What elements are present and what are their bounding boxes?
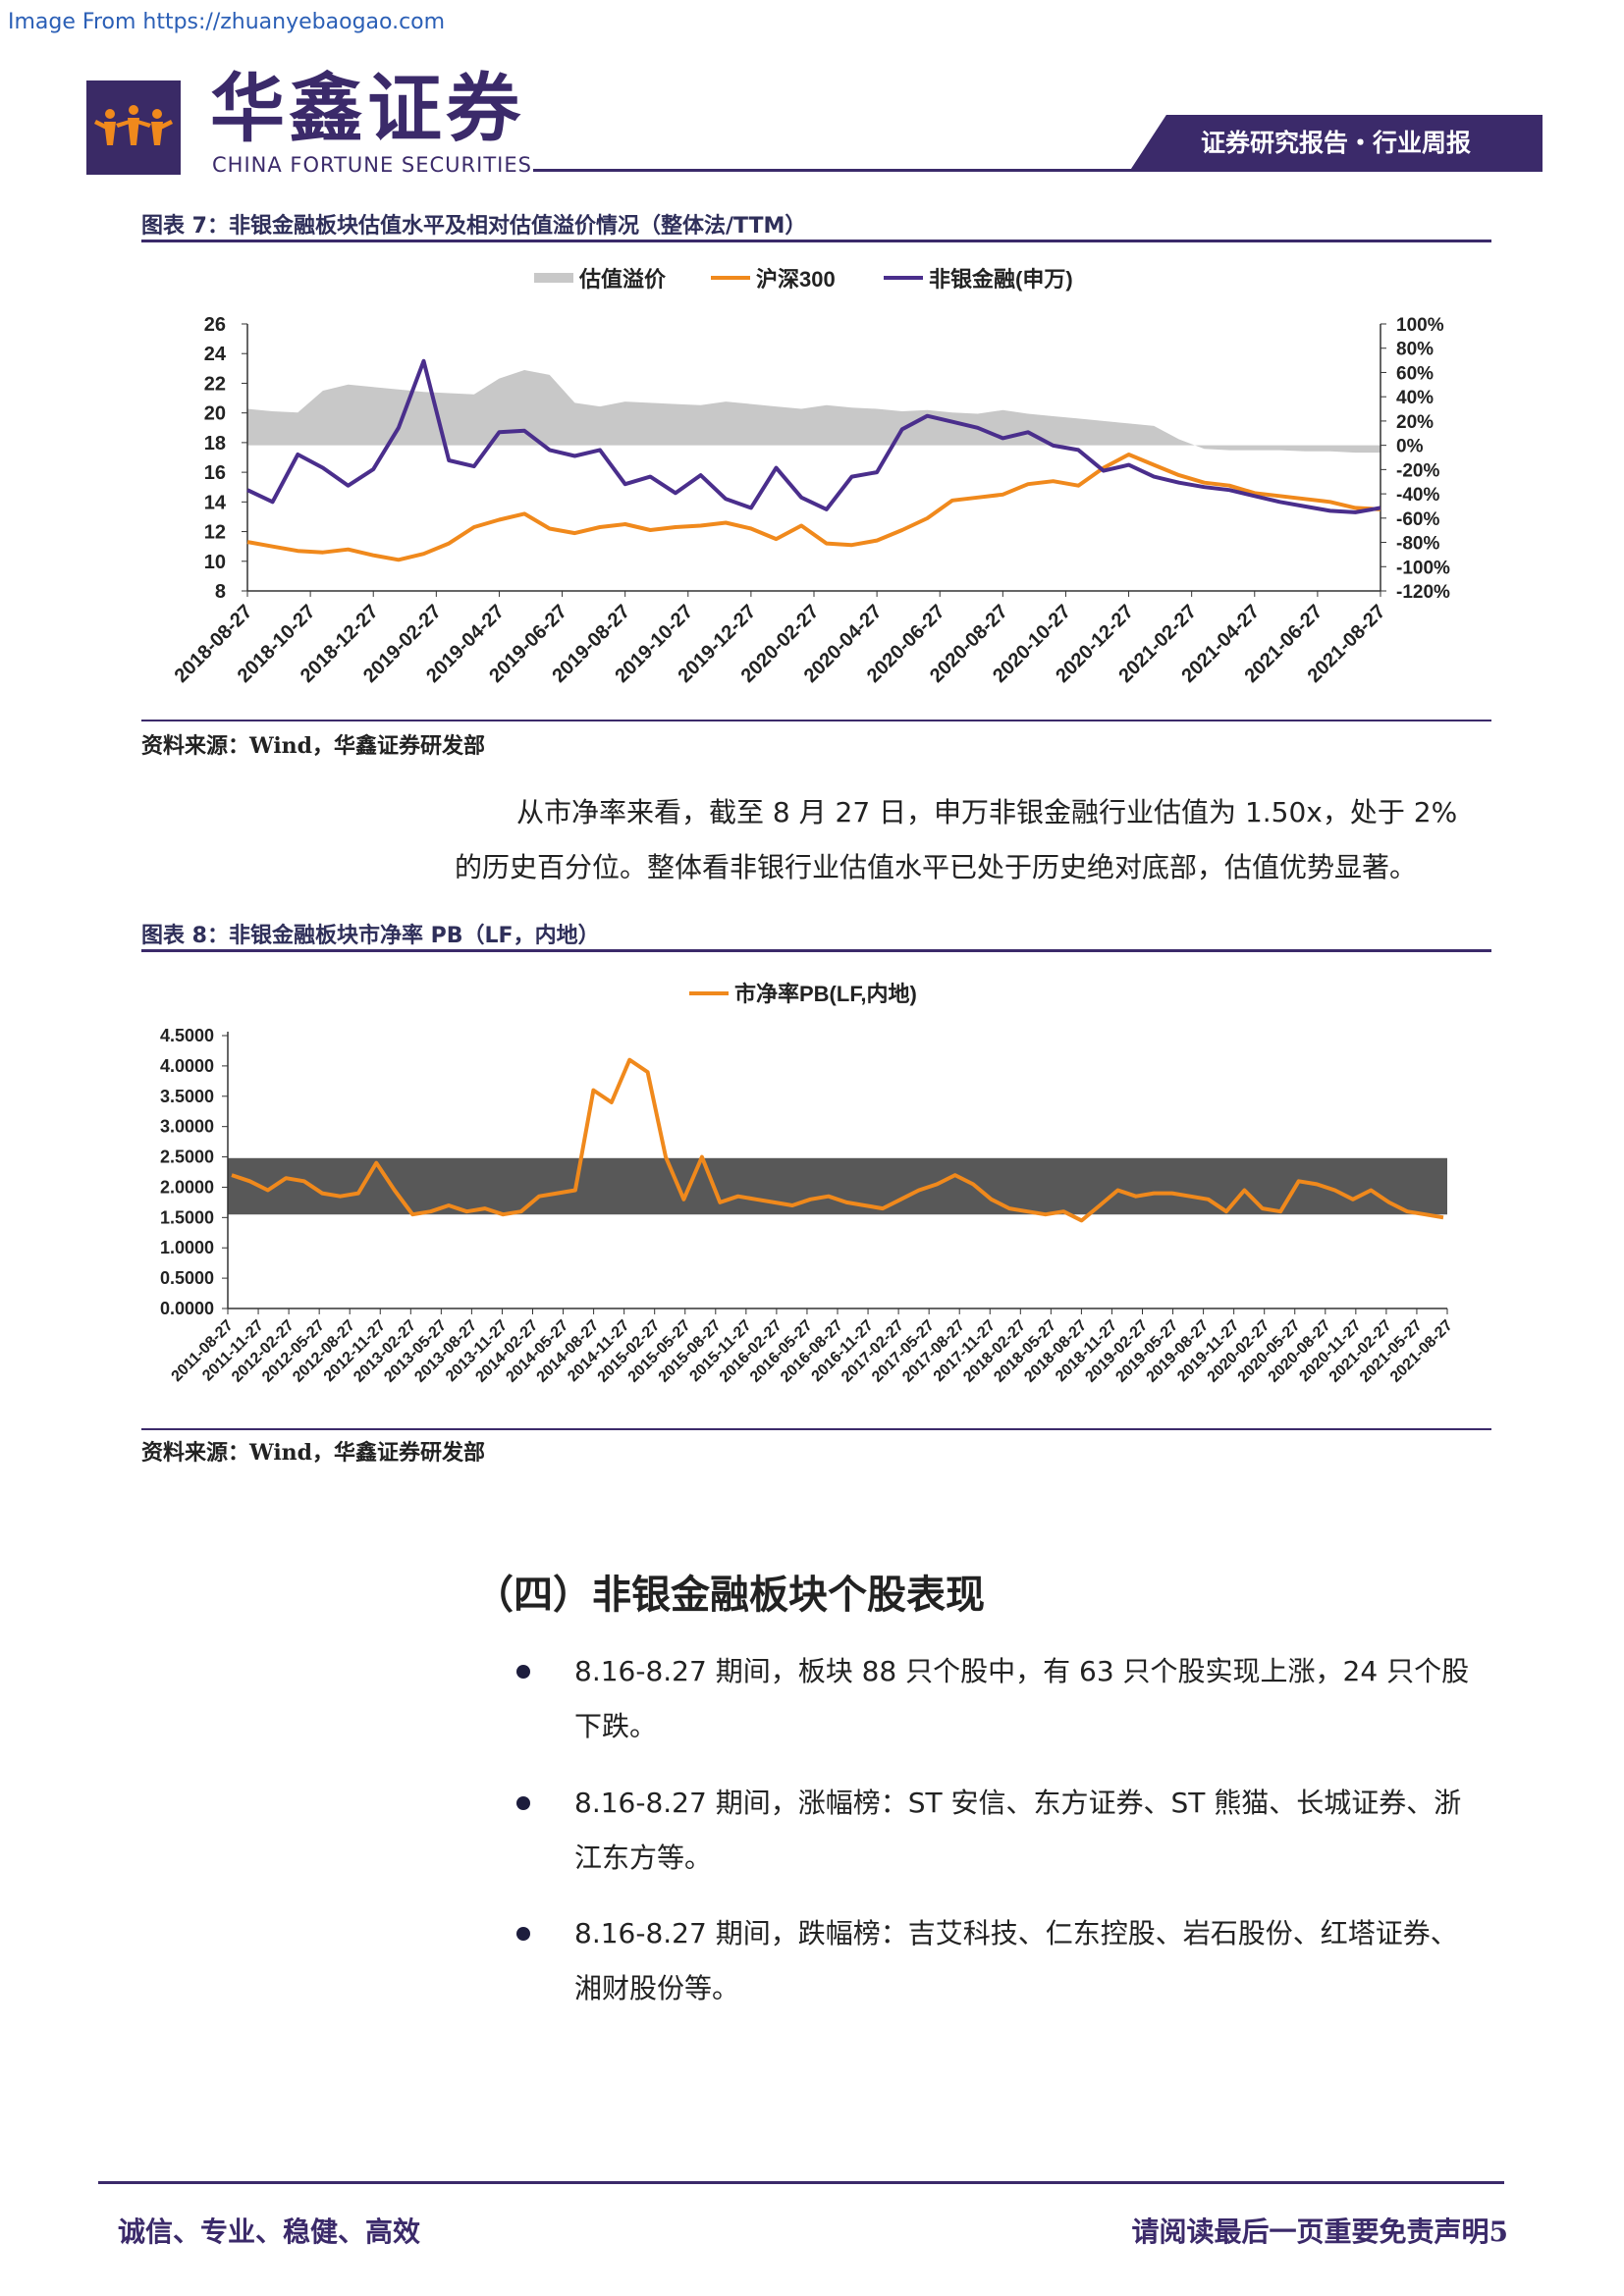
- y-tick-label: 2.5000: [160, 1148, 214, 1167]
- right-tick-label: -60%: [1396, 509, 1439, 530]
- legend-label-1: 沪深300: [756, 267, 836, 292]
- figure8-source: 资料来源：Wind，华鑫证券研发部: [141, 1440, 486, 1466]
- right-tick-label: 40%: [1396, 388, 1434, 408]
- bullet-dot-2: [516, 1796, 530, 1810]
- bullet-dot-3: [516, 1927, 530, 1941]
- footer-divider: [98, 2181, 1504, 2184]
- right-tick-label: 100%: [1396, 315, 1444, 336]
- legend-swatch-2: [884, 276, 923, 280]
- figure8-title: 图表 8：非银金融板块市净率 PB（LF，内地）: [141, 924, 600, 948]
- figure7-top-rule: [141, 240, 1491, 242]
- legend-label-0: 估值溢价: [578, 267, 667, 292]
- logo-english-name: CHINA FORTUNE SECURITIES: [212, 153, 532, 177]
- left-tick-label: 8: [215, 581, 226, 603]
- legend-label-pb: 市净率PB(LF,内地): [734, 982, 917, 1006]
- y-tick-label: 2.0000: [160, 1177, 214, 1197]
- left-tick-label: 16: [204, 462, 226, 484]
- right-tick-label: 60%: [1396, 363, 1434, 384]
- footer-disclaimer-page: 请阅读最后一页重要免责声明5: [1131, 2216, 1508, 2248]
- bullet-2-line-1: 8.16-8.27 期间，涨幅榜：ST 安信、东方证券、ST 熊猫、长城证券、浙: [574, 1787, 1462, 1819]
- paragraph-line-2: 的历史百分位。整体看非银行业估值水平已处于历史绝对底部，估值优势显著。: [455, 851, 1418, 883]
- right-tick-label: -80%: [1396, 534, 1439, 555]
- valuation-band: [228, 1157, 1447, 1215]
- left-tick-label: 20: [204, 403, 226, 425]
- y-tick-label: 0.5000: [160, 1268, 214, 1288]
- right-tick-label: 20%: [1396, 412, 1434, 433]
- right-tick-label: -120%: [1396, 582, 1450, 603]
- figure7-source: 资料来源：Wind，华鑫证券研发部: [141, 733, 486, 759]
- legend-label-2: 非银金融(申万): [929, 267, 1073, 292]
- figure7-bottom-rule: [141, 720, 1491, 721]
- bullet-3-line-2: 湘财股份等。: [574, 1972, 740, 2004]
- bullet-2-line-2: 江东方等。: [574, 1842, 713, 1874]
- bullet-item-1: 8.16-8.27 期间，板块 88 只个股中，有 63 只个股实现上涨，24 …: [574, 1644, 1537, 1754]
- left-tick-label: 10: [204, 552, 226, 573]
- right-tick-label: -20%: [1396, 460, 1439, 481]
- paragraph-line-1: 从市净率来看，截至 8 月 27 日，申万非银金融行业估值为 1.50x，处于 …: [516, 796, 1458, 828]
- hs300-line: [246, 453, 1381, 562]
- legend-swatch-0: [534, 273, 573, 283]
- figure8-bottom-rule: [141, 1428, 1491, 1430]
- bullet-1-line-1: 8.16-8.27 期间，板块 88 只个股中，有 63 只个股实现上涨，24 …: [574, 1655, 1470, 1687]
- footer-motto: 诚信、专业、稳健、高效: [118, 2216, 421, 2248]
- figure8-chart: 市净率PB(LF,内地) 4.5000 4.0000 3.5000 3.0000 2.50…: [160, 982, 1456, 1386]
- bullet-dot-1: [516, 1665, 530, 1679]
- bullet-3-line-1: 8.16-8.27 期间，跌幅榜：吉艾科技、仁东控股、岩石股份、红塔证券、: [574, 1917, 1458, 1949]
- bullet-item-2: 8.16-8.27 期间，涨幅榜：ST 安信、东方证券、ST 熊猫、长城证券、浙…: [574, 1776, 1537, 1886]
- figure8-top-rule: [141, 949, 1491, 952]
- right-tick-label: -100%: [1396, 558, 1450, 578]
- right-tick-label: 0%: [1396, 437, 1424, 457]
- watermark-text: Image From https://zhuanyebaogao.com: [8, 10, 446, 34]
- left-tick-label: 12: [204, 522, 226, 544]
- nonbank-line: [246, 358, 1381, 514]
- y-tick-label: 4.5000: [160, 1026, 214, 1045]
- logo-chinese-name: 华鑫证券: [210, 65, 524, 152]
- section-heading: （四）非银金融板块个股表现: [474, 1573, 985, 1618]
- pb-line: [231, 1057, 1444, 1223]
- figure7-title: 图表 7：非银金融板块估值水平及相对估值溢价情况（整体法/TTM）: [141, 214, 807, 239]
- company-logo-mark: [86, 80, 181, 175]
- report-type-tag: 证券研究报告・行业周报: [1129, 115, 1543, 172]
- left-tick-label: 14: [204, 492, 227, 513]
- y-tick-label: 1.5000: [160, 1207, 214, 1227]
- y-tick-label: 3.0000: [160, 1117, 214, 1137]
- bullet-item-3: 8.16-8.27 期间，跌幅榜：吉艾科技、仁东控股、岩石股份、红塔证券、 湘财…: [574, 1906, 1537, 2016]
- y-tick-label: 1.0000: [160, 1238, 214, 1257]
- y-tick-label: 3.5000: [160, 1087, 214, 1106]
- bullet-1-line-2: 下跌。: [574, 1710, 658, 1742]
- figure7-chart: 估值溢价 沪深300 非银金融(申万) 26 24 22 20 18 16 14 12 10 8 100%…: [171, 267, 1450, 687]
- left-tick-label: 22: [204, 373, 226, 395]
- left-tick-label: 18: [204, 433, 226, 454]
- premium-area: [247, 370, 1380, 454]
- logo-figures-icon: [94, 105, 173, 145]
- right-tick-label: -40%: [1396, 485, 1439, 506]
- y-tick-label: 0.0000: [160, 1299, 214, 1318]
- legend-swatch-pb: [689, 991, 729, 995]
- header-divider: [533, 169, 1543, 172]
- right-tick-label: 80%: [1396, 340, 1434, 360]
- y-tick-label: 4.0000: [160, 1056, 214, 1076]
- legend-swatch-1: [711, 276, 750, 280]
- left-tick-label: 24: [204, 344, 227, 365]
- left-tick-label: 26: [204, 314, 226, 336]
